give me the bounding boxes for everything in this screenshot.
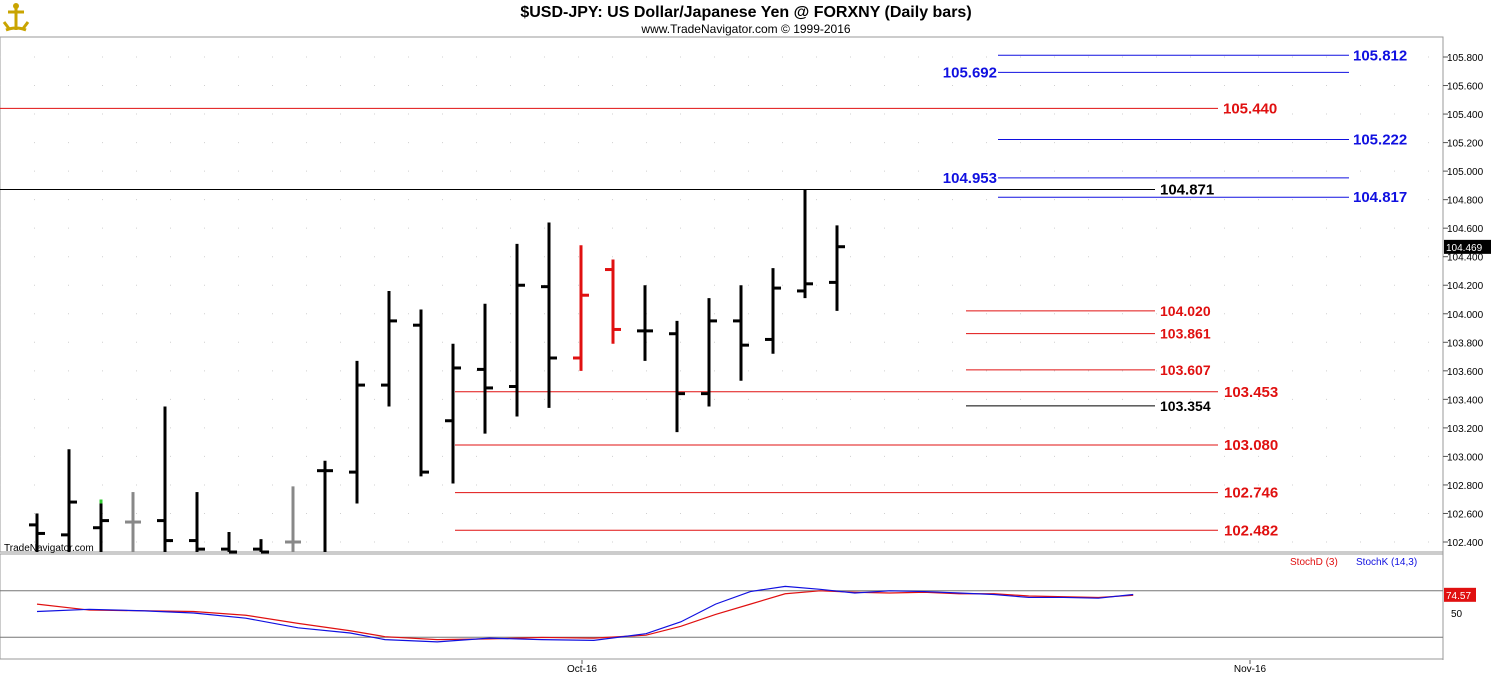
level-label: 103.607 xyxy=(1160,362,1211,378)
stoch-y-tick: 50 xyxy=(1451,609,1463,620)
y-tick-label: 103.200 xyxy=(1447,424,1484,435)
tradenavigator-logo-icon xyxy=(2,3,30,32)
y-tick-label: 105.800 xyxy=(1447,53,1484,64)
last-price-box xyxy=(1444,239,1491,254)
level-label: 104.020 xyxy=(1160,303,1211,319)
level-label: 105.812 xyxy=(1353,47,1407,64)
level-label: 103.080 xyxy=(1224,437,1278,454)
y-tick-label: 104.400 xyxy=(1447,253,1484,264)
x-tick-label: Oct-16 xyxy=(567,664,597,675)
stoch-panel-frame xyxy=(0,553,1444,660)
y-tick-label: 102.600 xyxy=(1447,509,1484,520)
y-tick-label: 103.600 xyxy=(1447,367,1484,378)
y-tick-label: 104.600 xyxy=(1447,224,1484,235)
stochk-legend: StochK (14,3) xyxy=(1356,557,1417,568)
y-tick-label: 104.200 xyxy=(1447,281,1484,292)
level-label: 103.453 xyxy=(1224,384,1278,401)
y-tick-label: 104.800 xyxy=(1447,196,1484,207)
y-tick-label: 105.200 xyxy=(1447,139,1484,150)
ohlc-bars xyxy=(29,189,845,554)
level-label: 102.746 xyxy=(1224,485,1278,502)
level-label: 103.861 xyxy=(1160,326,1211,342)
y-tick-label: 105.000 xyxy=(1447,167,1484,178)
level-label: 103.354 xyxy=(1160,398,1211,414)
stochd-legend: StochD (3) xyxy=(1290,557,1338,568)
level-label: 104.953 xyxy=(943,170,997,187)
chart-title: $USD-JPY: US Dollar/Japanese Yen @ FORXN… xyxy=(520,4,971,21)
x-tick-label: Nov-16 xyxy=(1234,664,1267,675)
last-price-label: 104.469 xyxy=(1446,243,1483,254)
stoch-last-box xyxy=(1444,587,1476,602)
y-tick-label: 103.800 xyxy=(1447,338,1484,349)
y-tick-label: 102.800 xyxy=(1447,481,1484,492)
y-tick-label: 103.400 xyxy=(1447,395,1484,406)
level-label: 104.817 xyxy=(1353,189,1407,206)
y-tick-label: 102.400 xyxy=(1447,538,1484,549)
price-levels: 105.812 105.692 105.440 105.222 104.953 104.8… xyxy=(0,47,1407,539)
stoch-last-label: 74.57 xyxy=(1446,591,1471,602)
y-tick-label: 104.000 xyxy=(1447,310,1484,321)
y-tick-label: 105.400 xyxy=(1447,110,1484,121)
level-label: 105.440 xyxy=(1223,100,1277,117)
copyright-text: www.TradeNavigator.com © 1999-2016 xyxy=(640,22,850,36)
watermark: TradeNavigator.com xyxy=(4,543,94,554)
level-label: 105.222 xyxy=(1353,131,1407,148)
price-axis: 105.800 105.600 105.400 105.200 105.000 104.8… xyxy=(1443,53,1491,549)
level-label: 105.692 xyxy=(943,64,997,81)
grid xyxy=(0,56,1443,543)
stoch-panel: 50 StochD (3) StochK (14,3) 74.57 xyxy=(0,557,1476,643)
date-axis: Oct-16 Nov-16 xyxy=(567,660,1267,675)
level-label: 104.871 xyxy=(1160,182,1214,199)
level-label: 102.482 xyxy=(1224,522,1278,539)
y-tick-label: 103.000 xyxy=(1447,452,1484,463)
stoch-line xyxy=(36,590,1134,641)
y-tick-label: 105.600 xyxy=(1447,82,1484,93)
stoch-line xyxy=(36,585,1134,643)
